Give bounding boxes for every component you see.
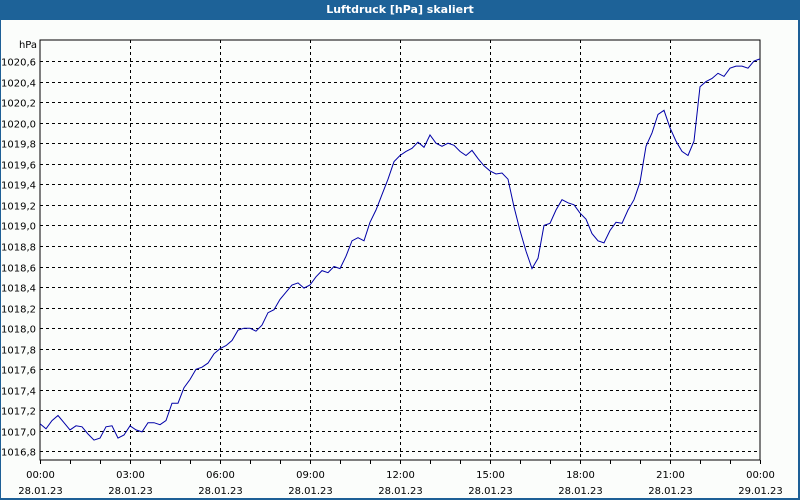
y-tick-label: 1018,2 bbox=[1, 305, 36, 316]
pressure-series-line bbox=[39, 58, 761, 441]
y-tick-label: 1020,0 bbox=[1, 120, 36, 131]
x-tick-date-label: 29.01.23 bbox=[738, 486, 783, 497]
x-tick-time-label: 21:00 bbox=[656, 470, 685, 481]
y-tick-label: 1017,0 bbox=[1, 428, 36, 439]
y-tick-label: 1018,6 bbox=[1, 264, 36, 275]
x-tick-date-label: 28.01.23 bbox=[18, 486, 63, 497]
x-tick-time-label: 06:00 bbox=[206, 470, 235, 481]
y-tick-label: 1017,2 bbox=[1, 407, 36, 418]
x-tick-date-label: 28.01.23 bbox=[378, 486, 423, 497]
x-tick-date-label: 28.01.23 bbox=[288, 486, 333, 497]
y-tick-label: 1017,6 bbox=[1, 366, 36, 377]
x-tick-date-label: 28.01.23 bbox=[558, 486, 603, 497]
x-axis: 00:00 28.01.23 03:00 28.01.23 06:00 28.01.23 0… bbox=[18, 460, 783, 497]
x-tick-date-label: 28.01.23 bbox=[648, 486, 693, 497]
y-tick-label: 1020,4 bbox=[1, 79, 36, 90]
y-tick-label: 1017,8 bbox=[1, 346, 36, 357]
x-tick-date-label: 28.01.23 bbox=[468, 486, 513, 497]
x-tick-time-label: 15:00 bbox=[476, 470, 505, 481]
y-tick-label: 1019,8 bbox=[1, 140, 36, 151]
y-tick-label: 1018,4 bbox=[1, 284, 36, 295]
gridlines bbox=[40, 40, 760, 460]
x-tick-time-label: 00:00 bbox=[746, 470, 775, 481]
y-tick-label: 1019,0 bbox=[1, 222, 36, 233]
chart-panel bbox=[1, 20, 798, 498]
y-tick-label: 1020,2 bbox=[1, 99, 36, 110]
plot-frame bbox=[39, 39, 761, 461]
y-tick-label: 1019,6 bbox=[1, 161, 36, 172]
x-tick-time-label: 18:00 bbox=[566, 470, 595, 481]
x-tick-time-label: 12:00 bbox=[386, 470, 415, 481]
y-tick-label: 1017,4 bbox=[1, 387, 36, 398]
x-tick-date-label: 28.01.23 bbox=[198, 486, 243, 497]
y-tick-label: 1020,6 bbox=[1, 58, 36, 69]
chart-title-bar: Luftdruck [hPa] skaliert bbox=[0, 0, 800, 20]
y-tick-label: 1018,8 bbox=[1, 243, 36, 254]
y-tick-label: 1019,4 bbox=[1, 181, 36, 192]
y-tick-label: 1019,2 bbox=[1, 202, 36, 213]
x-tick-time-label: 00:00 bbox=[26, 470, 55, 481]
x-tick-date-label: 28.01.23 bbox=[108, 486, 153, 497]
x-tick-time-label: 09:00 bbox=[296, 470, 325, 481]
y-tick-label: 1016,8 bbox=[1, 448, 36, 459]
x-tick-time-label: 03:00 bbox=[116, 470, 145, 481]
y-tick-label: 1018,0 bbox=[1, 325, 36, 336]
y-axis: 1020,6 1020,4 1020,2 1020,0 1019,8 1019,6 1019… bbox=[1, 58, 36, 459]
y-axis-unit-label: hPa bbox=[19, 40, 37, 51]
chart-title: Luftdruck [hPa] skaliert bbox=[326, 3, 474, 16]
